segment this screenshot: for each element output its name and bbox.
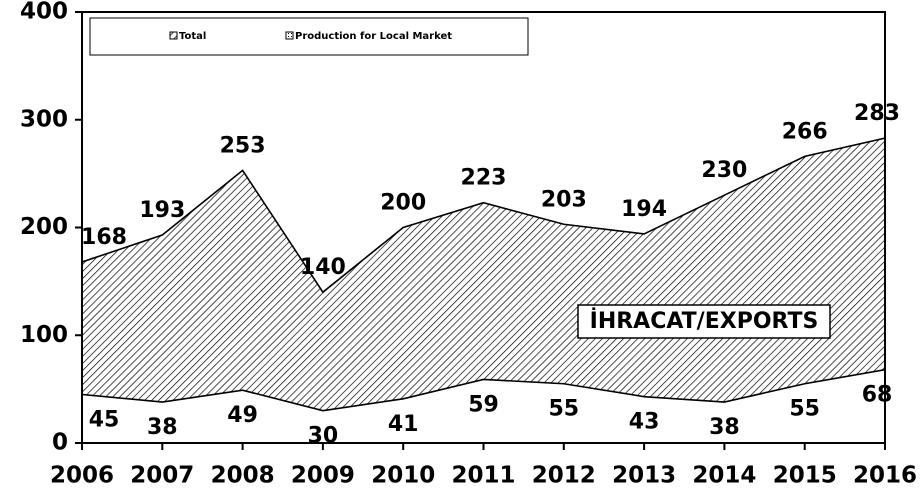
x-tick-label: 2008 [211,463,275,489]
data-label: 30 [308,424,339,449]
data-label: 49 [227,403,258,428]
x-tick-label: 2011 [451,463,515,489]
y-tick-label: 200 [20,214,68,240]
annotation-box [577,304,831,339]
x-tick-label: 2012 [532,463,596,489]
x-tick-label: 2016 [853,463,917,489]
y-tick-label: 300 [20,106,68,132]
x-tick-label: 2015 [773,463,837,489]
data-label: 38 [709,415,740,440]
data-label: 41 [388,412,419,437]
data-label: 68 [862,383,893,408]
data-label: 38 [147,415,178,440]
data-label: 193 [139,198,185,223]
x-tick-label: 2014 [692,463,756,489]
data-label: 59 [468,392,499,417]
x-tick-label: 2006 [50,463,114,489]
data-label: 194 [621,197,667,222]
legend-label: Production for Local Market [295,31,452,42]
data-label: 223 [461,166,507,191]
data-label: 168 [81,225,127,250]
area [81,368,886,444]
data-label: 140 [300,255,346,280]
legend-box [89,17,529,56]
data-label: 55 [789,397,820,422]
legend-swatch [285,31,294,40]
x-tick-label: 2010 [371,463,435,489]
plot-frame [81,11,886,444]
y-tick-label: 400 [20,0,68,25]
legend-swatch [169,31,178,40]
data-label: 45 [89,408,120,433]
data-label: 266 [782,119,828,144]
data-label: 43 [629,410,660,435]
data-label: 55 [548,397,579,422]
x-tick-label: 2007 [130,463,194,489]
y-tick-label: 0 [52,430,68,456]
y-tick-label: 100 [20,322,68,348]
data-label: 230 [701,158,747,183]
area [81,137,886,444]
annotation: İHRACAT/EXPORTS [590,308,819,334]
data-label: 283 [854,101,900,126]
x-tick-label: 2009 [291,463,355,489]
data-label: 253 [220,133,266,158]
data-label: 200 [380,191,426,216]
legend-label: Total [179,31,206,42]
x-tick-label: 2013 [612,463,676,489]
data-label: 203 [541,187,587,212]
